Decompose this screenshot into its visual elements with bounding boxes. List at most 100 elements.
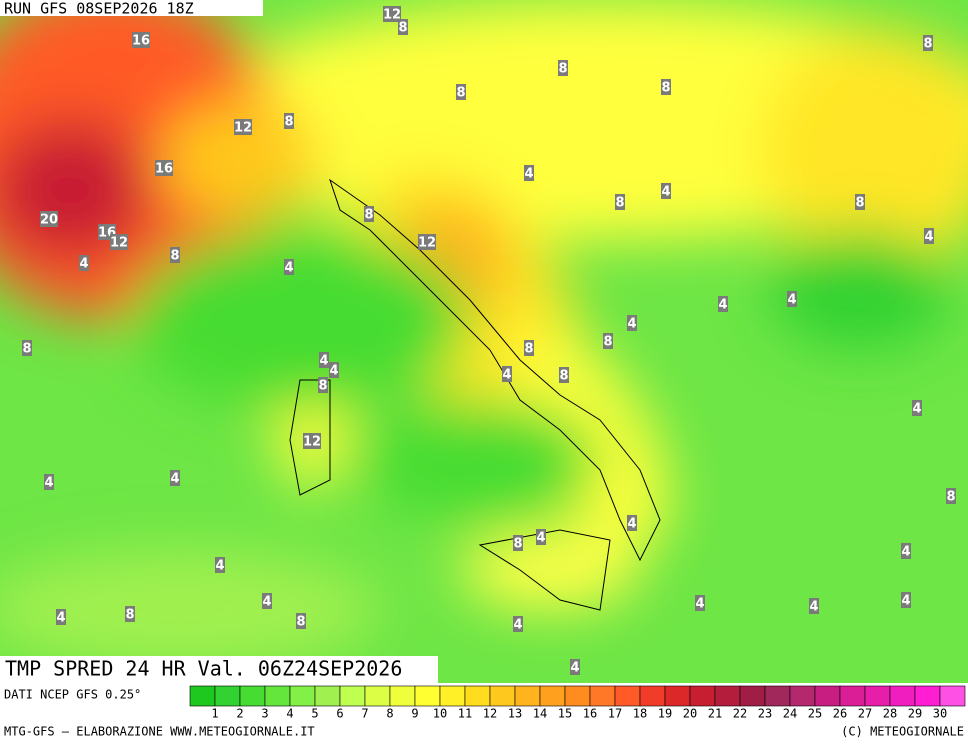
contour-label: 4 <box>215 559 224 574</box>
label-box <box>22 340 32 356</box>
contour-label: 8 <box>170 249 179 264</box>
colorbar-label: 12 <box>483 707 497 721</box>
label-box <box>559 367 569 383</box>
colorbar-label: 18 <box>633 707 647 721</box>
color-swatch <box>439 685 466 707</box>
label-box <box>155 160 173 176</box>
colorbar-label: 8 <box>386 707 393 721</box>
contour-label: 8 <box>524 342 533 357</box>
field <box>0 0 968 683</box>
label-box <box>513 616 523 632</box>
contour-label: 8 <box>22 342 31 357</box>
contour-label: 8 <box>603 335 612 350</box>
contour-label: 4 <box>524 167 533 182</box>
label-box <box>132 32 150 48</box>
colorbar-label: 24 <box>783 707 797 721</box>
label-box <box>284 113 294 129</box>
label-box <box>661 183 671 199</box>
colorbar-label: 30 <box>933 707 947 721</box>
colorbar-label: 11 <box>458 707 472 721</box>
contour-label: 8 <box>558 62 567 77</box>
color-swatch <box>789 685 816 707</box>
color-swatch <box>689 685 716 707</box>
field-title: TMP SPRED 24 HR Val. 06Z24SEP2026 <box>5 657 402 681</box>
contour-label: 4 <box>536 531 545 546</box>
contour-label: 16 <box>155 162 173 177</box>
color-swatch <box>564 685 591 707</box>
contour-label: 4 <box>502 368 511 383</box>
colorbar-label: 10 <box>433 707 447 721</box>
label-box <box>170 247 180 263</box>
label-box <box>40 211 58 227</box>
colorbar-label: 16 <box>583 707 597 721</box>
contour-label: 8 <box>946 490 955 505</box>
contour-label: 12 <box>234 121 252 136</box>
label-box <box>456 84 466 100</box>
contour-label: 12 <box>418 236 436 251</box>
colorbar-label: 13 <box>508 707 522 721</box>
label-box <box>125 606 135 622</box>
contour-label: 4 <box>627 517 636 532</box>
color-swatch <box>539 685 566 707</box>
label-box <box>110 234 128 250</box>
colorbar-label: 22 <box>733 707 747 721</box>
contour-label: 4 <box>262 595 271 610</box>
contour-label: 8 <box>318 379 327 394</box>
color-swatch <box>489 685 516 707</box>
colorbar-label: 29 <box>908 707 922 721</box>
contour-label: 20 <box>40 213 58 228</box>
contour-label: 12 <box>303 435 321 450</box>
colorbar: 1 2 3 4 5 6 7 8 9 10 11 12 13 14 15 16 17 18 19 20 21 22 23 24 2… <box>189 685 966 721</box>
label-box <box>56 609 66 625</box>
contour-label: 4 <box>901 594 910 609</box>
contour-label: 4 <box>56 611 65 626</box>
label-box <box>809 598 819 614</box>
colorbar-label: 17 <box>608 707 622 721</box>
contour-label: 8 <box>364 208 373 223</box>
label-box <box>398 19 408 35</box>
contour-label: 8 <box>125 608 134 623</box>
colorbar-label: 5 <box>311 707 318 721</box>
header-box <box>0 0 263 16</box>
contour-label: 8 <box>398 21 407 36</box>
colorbar-label: 26 <box>833 707 847 721</box>
label-box <box>364 206 374 222</box>
color-swatch <box>589 685 616 707</box>
label-box <box>923 35 933 51</box>
color-swatch <box>264 685 291 707</box>
contour-label: 8 <box>456 86 465 101</box>
label-box <box>513 535 523 551</box>
colorbar-label: 28 <box>883 707 897 721</box>
color-swatch <box>939 685 966 707</box>
label-box <box>215 557 225 573</box>
label-box <box>627 315 637 331</box>
contour-label: 4 <box>170 472 179 487</box>
contour-label: 8 <box>513 537 522 552</box>
colorbar-label: 25 <box>808 707 822 721</box>
label-box <box>284 259 294 275</box>
color-swatch <box>239 685 266 707</box>
label-box <box>603 333 613 349</box>
contour-label: 4 <box>661 185 670 200</box>
colorbar-label: 20 <box>683 707 697 721</box>
label-box <box>661 79 671 95</box>
label-box <box>536 529 546 545</box>
color-swatch <box>214 685 241 707</box>
contour-label: 12 <box>110 236 128 251</box>
label-box <box>383 6 401 22</box>
label-box <box>319 352 329 368</box>
label-box <box>79 255 89 271</box>
color-swatch <box>614 685 641 707</box>
color-swatch <box>864 685 891 707</box>
label-box <box>318 377 328 393</box>
contour-label: 4 <box>924 230 933 245</box>
copyright: (C) METEOGIORNALE <box>841 725 964 739</box>
contour-label: 4 <box>570 661 579 676</box>
label-box <box>296 613 306 629</box>
contour-label: 4 <box>284 261 293 276</box>
label-box <box>558 60 568 76</box>
color-swatch <box>464 685 491 707</box>
